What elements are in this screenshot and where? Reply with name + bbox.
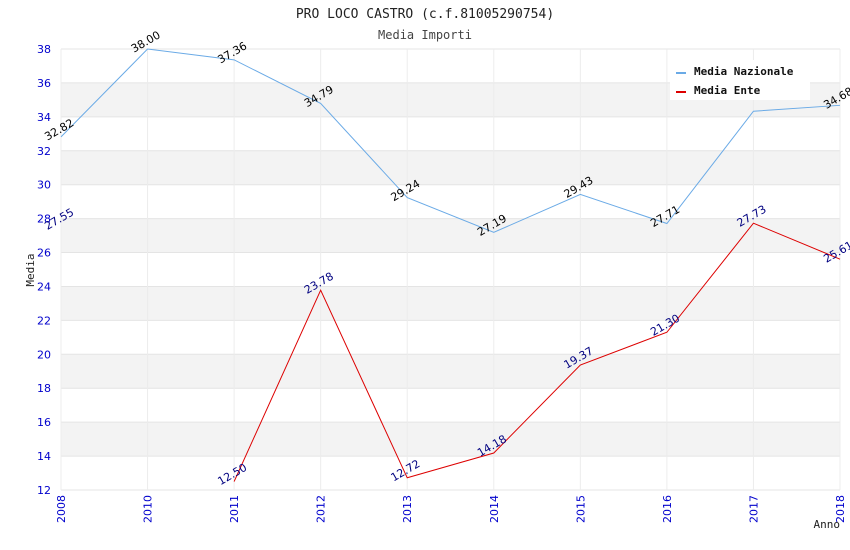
x-tick-label: 2015 (574, 495, 587, 523)
y-tick-label: 12 (37, 484, 51, 497)
y-tick-label: 24 (37, 280, 51, 293)
data-label: 37.36 (215, 39, 249, 66)
legend-label-nazionale: Media Nazionale (694, 65, 794, 78)
y-tick-label: 36 (37, 77, 51, 90)
y-tick-label: 20 (37, 348, 51, 361)
series-line-0 (60, 48, 841, 233)
grid-lines (60, 48, 841, 491)
chart-subtitle: Media Importi (378, 28, 472, 42)
grid-band (61, 422, 840, 457)
grid-band (61, 218, 840, 253)
y-tick-label: 28 (37, 213, 51, 226)
x-tick-label: 2012 (315, 495, 328, 523)
grid-band (61, 150, 840, 185)
y-axis-ticks: 12 14 16 18 20 22 24 26 28 30 32 34 36 38 (37, 43, 51, 497)
series-line-1 (233, 222, 841, 482)
x-tick-label: 2013 (401, 495, 414, 523)
y-tick-label: 14 (37, 450, 51, 463)
legend-box (670, 60, 810, 100)
x-tick-label: 2017 (747, 495, 760, 523)
y-tick-label: 30 (37, 179, 51, 192)
x-tick-label: 2014 (488, 495, 501, 523)
y-tick-label: 16 (37, 416, 51, 429)
y-tick-label: 38 (37, 43, 51, 56)
y-tick-label: 18 (37, 382, 51, 395)
data-label: 12.72 (389, 457, 423, 484)
series-layer (60, 48, 841, 482)
legend: Media Nazionale Media Ente (670, 60, 810, 100)
x-tick-label: 2010 (142, 495, 155, 523)
y-tick-label: 26 (37, 247, 51, 260)
legend-label-ente: Media Ente (694, 84, 761, 97)
data-label: 12.50 (215, 461, 249, 488)
grid-band (61, 286, 840, 321)
grid-band (61, 354, 840, 389)
y-tick-label: 34 (37, 111, 51, 124)
x-tick-label: 2018 (834, 495, 847, 523)
x-tick-label: 2011 (228, 495, 241, 523)
grid-bands (61, 82, 840, 457)
y-tick-label: 32 (37, 145, 51, 158)
y-tick-label: 22 (37, 314, 51, 327)
x-tick-label: 2008 (55, 495, 68, 523)
chart-title: PRO LOCO CASTRO (c.f.81005290754) (296, 7, 554, 22)
x-axis-ticks: 2008 2010 2011 2012 2013 2014 2015 2016 2017 2018 (55, 495, 847, 523)
x-tick-label: 2016 (661, 495, 674, 523)
y-axis-label: Media (24, 253, 37, 286)
x-axis-label: Anno (814, 518, 841, 531)
